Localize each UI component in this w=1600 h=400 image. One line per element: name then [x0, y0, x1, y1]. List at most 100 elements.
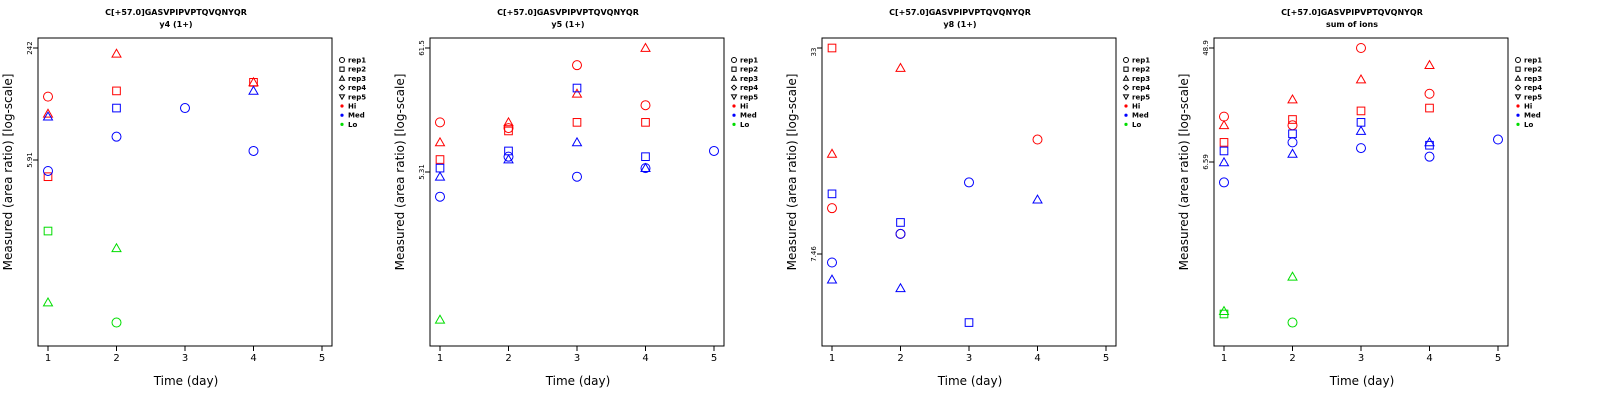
x-tick-label: 1 [829, 353, 835, 364]
data-point [572, 171, 582, 182]
data-point [434, 171, 446, 181]
legend-symbol [1123, 57, 1129, 63]
legend-label: rep3 [1132, 75, 1150, 83]
legend-symbol [1516, 104, 1520, 108]
plot-frame [821, 37, 1117, 347]
data-point [1219, 177, 1229, 188]
legend-label: Lo [1132, 121, 1141, 129]
data-point [1424, 151, 1435, 162]
x-tick-label: 5 [1495, 353, 1501, 364]
data-point [827, 189, 837, 199]
panel-title: C[+57.0]GASVPIPVPTQVQNYQR [1281, 8, 1423, 17]
data-point [572, 60, 582, 71]
legend-label: rep2 [1132, 66, 1150, 74]
panel-subtitle: y8 (1+) [943, 20, 976, 29]
x-tick-label: 2 [1289, 353, 1295, 364]
panel-3: C[+57.0]GASVPIPVPTQVQNYQR y8 (1+) Time (… [785, 8, 1031, 388]
legend-symbol [340, 122, 344, 126]
legend-label: rep4 [1132, 84, 1150, 92]
legend-symbol [1122, 74, 1130, 81]
legend-label: rep3 [740, 75, 758, 83]
data-point [1218, 305, 1230, 315]
data-point [1288, 115, 1297, 124]
x-tick-label: 1 [437, 353, 443, 364]
legend-symbol [339, 57, 345, 63]
y-tick-label: 5.31 [418, 164, 426, 180]
data-point [1356, 118, 1366, 127]
data-point [1288, 129, 1297, 139]
legend-label: Hi [1524, 103, 1532, 111]
legend-label: rep2 [1524, 66, 1542, 74]
data-point [1355, 125, 1367, 135]
legend-symbol [1124, 113, 1128, 117]
legend-label: rep5 [348, 93, 366, 101]
data-point [434, 136, 446, 147]
panel-subtitle: y4 (1+) [159, 20, 192, 29]
panel-subtitle: y5 (1+) [551, 20, 584, 29]
legend-symbol [1516, 122, 1520, 126]
legend-symbol [1514, 94, 1522, 101]
data-point [827, 257, 837, 268]
legend-label: rep2 [740, 66, 758, 74]
data-point [1218, 119, 1230, 130]
panel-2: C[+57.0]GASVPIPVPTQVQNYQR y5 (1+) Time (… [393, 8, 639, 388]
data-point [641, 118, 650, 127]
data-point [827, 203, 837, 214]
legend-label: Lo [1524, 121, 1533, 129]
legend-symbol [1514, 84, 1522, 91]
x-tick-label: 3 [966, 353, 972, 364]
legend-label: rep3 [1524, 75, 1542, 83]
data-point [896, 218, 905, 227]
legend-symbol [338, 84, 346, 91]
data-point [1287, 148, 1298, 158]
data-point [1424, 59, 1435, 70]
legend-symbol [731, 66, 737, 72]
legend-symbol [340, 104, 344, 108]
data-point [112, 86, 121, 96]
legend-label: rep5 [740, 93, 758, 101]
legend-label: rep4 [1524, 84, 1542, 92]
x-axis-label: Time (day) [1329, 374, 1395, 388]
data-point [180, 103, 190, 114]
x-tick-label: 4 [1034, 353, 1040, 364]
legend-symbol [1123, 66, 1129, 72]
data-point [640, 42, 651, 52]
x-tick-label: 5 [319, 353, 325, 364]
data-point [1219, 146, 1229, 156]
data-point [111, 242, 122, 253]
data-point [1219, 138, 1229, 147]
x-tick-label: 4 [250, 353, 256, 364]
data-point [1287, 317, 1298, 328]
data-point [1356, 106, 1366, 116]
legend-label: Lo [740, 121, 749, 129]
legend-symbol [1516, 113, 1520, 117]
legend-label: Hi [1132, 103, 1140, 111]
legend-label: rep4 [740, 84, 758, 92]
data-point [1287, 271, 1298, 281]
legend-symbol [730, 84, 738, 91]
data-point [1032, 194, 1043, 204]
data-point [503, 154, 514, 164]
data-point [572, 83, 582, 93]
data-point [1356, 43, 1366, 53]
legend-symbol [339, 66, 345, 72]
legend-label: rep2 [348, 66, 366, 74]
x-axis-label: Time (day) [153, 374, 219, 388]
data-point [895, 62, 906, 72]
legend-symbol [1515, 66, 1521, 72]
y-tick-label: 6.59 [1202, 154, 1210, 170]
legend-label: rep5 [1132, 93, 1150, 101]
data-point [827, 43, 837, 53]
legend-label: rep1 [1132, 57, 1150, 65]
data-point [111, 131, 122, 142]
data-point [640, 162, 651, 172]
x-tick-label: 2 [505, 353, 511, 364]
data-point [434, 314, 446, 324]
x-axis-label: Time (day) [937, 374, 1003, 388]
y-tick-label: 33 [810, 48, 818, 57]
data-point [1218, 156, 1230, 167]
x-tick-label: 1 [1221, 353, 1227, 364]
legend-label: Med [1524, 112, 1541, 120]
